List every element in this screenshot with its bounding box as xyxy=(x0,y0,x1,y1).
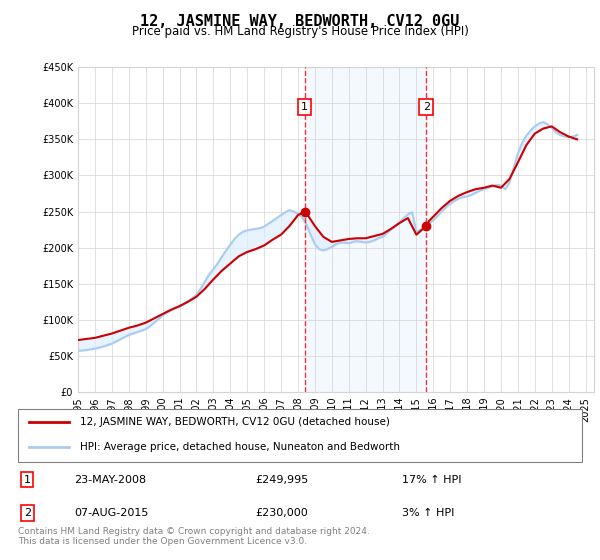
Text: 3% ↑ HPI: 3% ↑ HPI xyxy=(401,508,454,518)
Text: 1: 1 xyxy=(301,102,308,112)
Text: £249,995: £249,995 xyxy=(255,474,308,484)
Text: 2: 2 xyxy=(423,102,430,112)
Text: Price paid vs. HM Land Registry's House Price Index (HPI): Price paid vs. HM Land Registry's House … xyxy=(131,25,469,38)
Text: Contains HM Land Registry data © Crown copyright and database right 2024.
This d: Contains HM Land Registry data © Crown c… xyxy=(18,526,370,546)
Bar xyxy=(305,67,427,392)
Text: 1: 1 xyxy=(23,474,31,484)
Text: 12, JASMINE WAY, BEDWORTH, CV12 0GU: 12, JASMINE WAY, BEDWORTH, CV12 0GU xyxy=(140,14,460,29)
Text: 17% ↑ HPI: 17% ↑ HPI xyxy=(401,474,461,484)
FancyBboxPatch shape xyxy=(18,409,582,462)
Text: 23-MAY-2008: 23-MAY-2008 xyxy=(74,474,146,484)
Text: £230,000: £230,000 xyxy=(255,508,308,518)
Text: 12, JASMINE WAY, BEDWORTH, CV12 0GU (detached house): 12, JASMINE WAY, BEDWORTH, CV12 0GU (det… xyxy=(80,417,390,427)
Text: 07-AUG-2015: 07-AUG-2015 xyxy=(74,508,149,518)
Text: 2: 2 xyxy=(23,508,31,518)
Text: HPI: Average price, detached house, Nuneaton and Bedworth: HPI: Average price, detached house, Nune… xyxy=(80,442,400,452)
